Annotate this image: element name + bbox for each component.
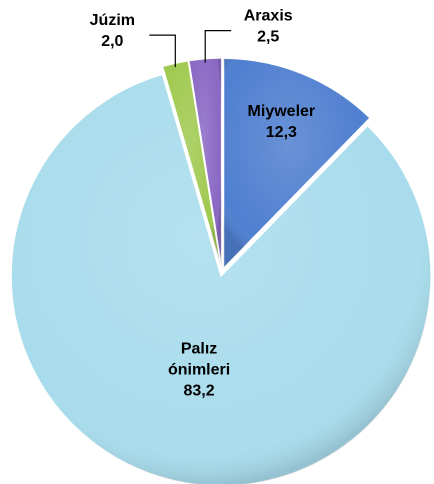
slice-label: Júzim	[90, 12, 135, 29]
label-line: ónimleri	[168, 362, 230, 379]
label-line: Palız	[181, 341, 217, 358]
label-line: Miyweler	[248, 103, 316, 120]
slice-label: Miyweler	[248, 103, 316, 120]
value-label: 83,2	[184, 383, 215, 400]
value-label: 2,0	[101, 33, 123, 50]
label-line: Júzim	[90, 12, 135, 29]
leader-line	[204, 30, 232, 63]
label-line: Araxis	[244, 8, 293, 25]
slice-label: Araxis	[244, 8, 293, 25]
leader-line	[149, 34, 176, 68]
slice-label: Palız ónimleri	[168, 341, 230, 379]
value-label: 12,3	[266, 124, 297, 141]
value-label: 2,5	[257, 29, 279, 46]
